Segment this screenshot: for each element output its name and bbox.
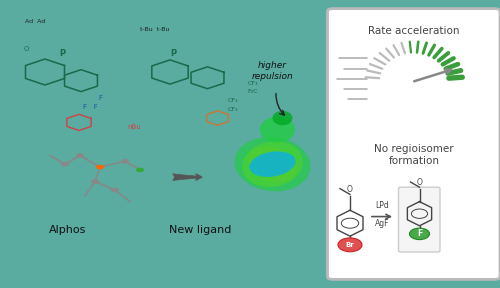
Text: AgF: AgF (375, 219, 389, 228)
Ellipse shape (248, 146, 296, 182)
Text: No regioisomer
formation: No regioisomer formation (374, 144, 454, 166)
Text: F   F: F F (82, 104, 98, 110)
Circle shape (61, 162, 69, 166)
Text: higher
repulsion: higher repulsion (252, 61, 294, 81)
Text: F: F (98, 95, 102, 101)
Text: Alphos: Alphos (49, 225, 86, 235)
Text: Ad  Ad: Ad Ad (25, 19, 45, 24)
Circle shape (136, 168, 144, 172)
Text: CF₃: CF₃ (248, 81, 258, 86)
Text: O: O (416, 178, 422, 187)
Circle shape (338, 238, 362, 252)
Text: CF₃: CF₃ (228, 107, 238, 111)
Circle shape (91, 179, 99, 184)
Text: LPd: LPd (375, 201, 389, 210)
Text: CF₃: CF₃ (228, 98, 238, 103)
FancyBboxPatch shape (398, 187, 440, 252)
Ellipse shape (272, 111, 292, 125)
Text: t-Bu  t-Bu: t-Bu t-Bu (140, 27, 170, 32)
Ellipse shape (234, 137, 310, 191)
Circle shape (111, 188, 119, 192)
Text: O: O (347, 185, 353, 194)
Text: Br: Br (346, 242, 354, 248)
Text: F: F (417, 229, 422, 238)
Circle shape (76, 153, 84, 158)
Ellipse shape (242, 141, 303, 187)
Text: O: O (24, 46, 30, 52)
Text: Rate acceleration: Rate acceleration (368, 26, 460, 36)
Circle shape (410, 228, 430, 240)
Text: P: P (60, 49, 66, 58)
Circle shape (121, 159, 129, 164)
Circle shape (96, 165, 104, 169)
Text: P: P (170, 49, 176, 58)
Ellipse shape (250, 151, 296, 177)
Ellipse shape (260, 117, 295, 143)
Ellipse shape (258, 150, 288, 179)
Text: New ligand: New ligand (169, 225, 231, 235)
FancyBboxPatch shape (328, 9, 500, 279)
Text: F₂C: F₂C (248, 89, 258, 94)
Text: nBu: nBu (128, 124, 141, 130)
